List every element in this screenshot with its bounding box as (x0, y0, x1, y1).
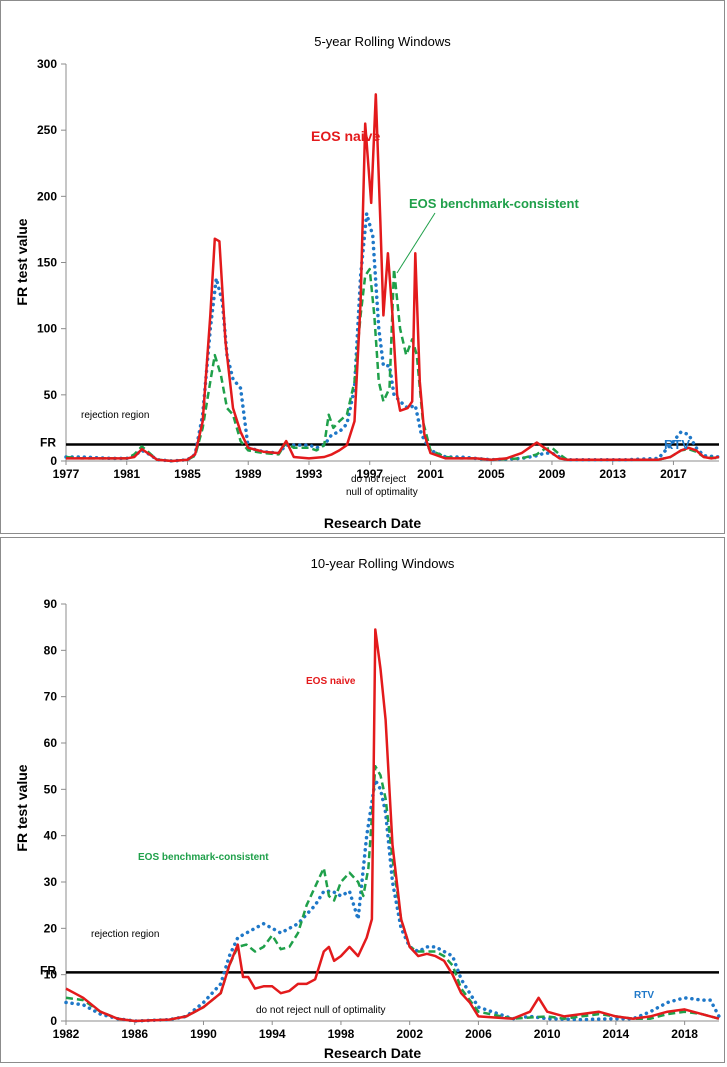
x-tick-label: 2014 (603, 1027, 630, 1041)
x-tick-label: 2001 (417, 467, 444, 481)
x-tick-label: 2013 (599, 467, 626, 481)
y-tick-label: 50 (44, 782, 58, 796)
annotation-null-of-optimality: null of optimality (346, 487, 418, 498)
x-tick-label: 1989 (235, 467, 262, 481)
annotation-benchmark-pointer (396, 212, 436, 274)
annotation-eos-benchmark: EOS benchmark-consistent (409, 196, 579, 211)
annotation-rtv: RTV (634, 990, 654, 1001)
x-tick-label: 1986 (121, 1027, 148, 1041)
x-tick-label: 2006 (465, 1027, 492, 1041)
fr-threshold-label: FR (40, 963, 56, 977)
annotation-eos-benchmark: EOS benchmark-consistent (138, 852, 269, 863)
y-tick-label: 10 (44, 968, 58, 982)
x-tick-label: 1985 (174, 467, 201, 481)
y-tick-label: 40 (44, 829, 58, 843)
x-tick-label: 1977 (53, 467, 80, 481)
chart-panel-5yr: 5-year Rolling Windows 0 50 100 150 200 250 300… (0, 0, 725, 534)
y-tick-label: 80 (44, 643, 58, 657)
x-axis-title: Research Date (324, 1045, 421, 1061)
annotation-eos-naive: EOS naive (311, 128, 380, 144)
chart-panel-10yr: 10-year Rolling Windows 0 10 20 30 40 50 60 70 80… (0, 537, 725, 1063)
x-tick-label: 1981 (113, 467, 140, 481)
x-tick-label: 2002 (396, 1027, 423, 1041)
x-tick-label: 1997 (356, 467, 383, 481)
x-tick-label: 1994 (259, 1027, 286, 1041)
x-tick-label: 1998 (328, 1027, 355, 1041)
y-tick-label: 60 (44, 736, 58, 750)
chart-title: 10-year Rolling Windows (311, 556, 455, 571)
x-tick-label: 2018 (671, 1027, 698, 1041)
x-tick-label: 1990 (190, 1027, 217, 1041)
y-tick-label: 0 (50, 1014, 57, 1028)
y-tick-label: 150 (37, 256, 57, 270)
x-tick-label: 2017 (660, 467, 687, 481)
y-tick-label: 20 (44, 921, 58, 935)
x-tick-label: 1982 (53, 1027, 80, 1041)
chart-5yr: 5-year Rolling Windows 0 50 100 150 200 250 300… (14, 34, 721, 531)
annotation-rejection-region: rejection region (91, 929, 159, 940)
y-axis-title: FR test value (14, 764, 30, 851)
y-tick-label: 0 (50, 454, 57, 468)
series-line-eos-naive (65, 628, 720, 1023)
series-line-rtv (64, 778, 721, 1023)
y-tick-label: 300 (37, 57, 57, 71)
chart-10yr: 10-year Rolling Windows 0 10 20 30 40 50 60 70 80… (14, 556, 721, 1061)
x-tick-label: 2009 (539, 467, 566, 481)
y-tick-label: 250 (37, 123, 57, 137)
y-tick-label: 70 (44, 690, 58, 704)
annotation-do-not-reject: do not reject null of optimality (256, 1005, 386, 1016)
x-tick-label: 2005 (478, 467, 505, 481)
fr-threshold-label: FR (40, 435, 56, 449)
annotation-rtv: RTV (664, 437, 690, 452)
x-tick-label: 2010 (534, 1027, 561, 1041)
y-axis-title: FR test value (14, 218, 30, 305)
y-tick-label: 100 (37, 322, 57, 336)
x-axis-title: Research Date (324, 515, 421, 531)
series-line-eos-benchmark-consistent (65, 764, 720, 1023)
chart-title: 5-year Rolling Windows (314, 34, 451, 49)
y-tick-label: 90 (44, 597, 58, 611)
annotation-rejection-region: rejection region (81, 410, 149, 421)
series-line-eos-benchmark-consistent (65, 267, 720, 463)
y-tick-label: 30 (44, 875, 58, 889)
y-tick-label: 50 (44, 388, 58, 402)
series-line-eos-naive (66, 93, 720, 463)
annotation-eos-naive: EOS naive (306, 676, 356, 687)
x-tick-label: 1993 (296, 467, 323, 481)
y-tick-label: 200 (37, 189, 57, 203)
annotation-do-not-reject: do not reject (351, 474, 406, 485)
